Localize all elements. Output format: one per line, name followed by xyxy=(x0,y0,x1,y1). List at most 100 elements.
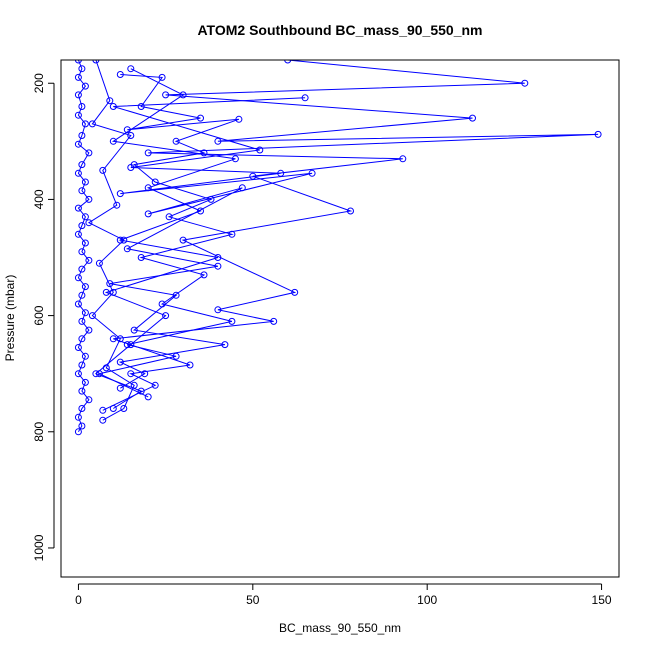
data-point xyxy=(144,210,152,218)
series-line-4 xyxy=(97,74,240,398)
series-line-3 xyxy=(102,60,599,411)
data-point xyxy=(123,341,131,349)
data-point xyxy=(186,361,194,369)
data-point xyxy=(99,416,107,424)
data-point xyxy=(127,370,135,378)
data-point xyxy=(78,161,86,169)
data-point xyxy=(85,219,93,227)
marks-layer xyxy=(74,60,602,436)
data-point xyxy=(85,256,93,264)
data-point xyxy=(172,352,180,360)
data-point xyxy=(270,317,278,325)
data-point xyxy=(74,274,82,282)
data-point xyxy=(116,384,124,392)
x-tick-label: 50 xyxy=(246,593,260,607)
data-point xyxy=(200,271,208,279)
x-tick-label: 100 xyxy=(417,593,437,607)
data-point xyxy=(256,146,264,154)
data-point xyxy=(277,169,285,177)
data-point xyxy=(74,169,82,177)
data-point xyxy=(179,236,187,244)
data-point xyxy=(85,149,93,157)
data-point xyxy=(109,288,117,296)
data-point xyxy=(120,236,128,244)
data-point xyxy=(120,405,128,412)
data-point xyxy=(74,300,82,308)
data-point xyxy=(231,155,239,163)
data-point xyxy=(228,230,236,238)
data-point xyxy=(238,184,246,192)
data-point xyxy=(130,381,138,389)
data-point xyxy=(85,326,93,334)
data-point xyxy=(137,254,145,261)
data-point xyxy=(78,65,86,73)
series-line-1 xyxy=(77,60,90,433)
data-point xyxy=(78,291,86,299)
series-line-6 xyxy=(109,97,313,389)
data-point xyxy=(85,195,93,203)
data-point xyxy=(81,213,89,221)
data-point xyxy=(81,309,89,317)
y-tick-label: 800 xyxy=(32,421,46,441)
data-point xyxy=(78,103,86,110)
data-point xyxy=(74,344,82,351)
x-tick-label: 150 xyxy=(592,593,612,607)
data-point xyxy=(74,204,82,212)
data-point xyxy=(214,306,222,314)
data-point xyxy=(200,149,208,157)
y-tick-label: 200 xyxy=(32,73,46,93)
data-point xyxy=(74,230,82,238)
data-point xyxy=(99,166,107,174)
data-point xyxy=(116,71,124,78)
data-point xyxy=(347,207,354,215)
series-group xyxy=(74,60,602,436)
data-point xyxy=(74,60,82,64)
data-point xyxy=(221,341,229,349)
data-point xyxy=(81,178,89,186)
data-point xyxy=(116,335,124,343)
data-point xyxy=(162,91,170,99)
data-point xyxy=(102,364,110,372)
data-point xyxy=(469,114,476,122)
data-point xyxy=(172,137,180,145)
data-point xyxy=(109,137,117,145)
data-point xyxy=(127,65,135,73)
data-point xyxy=(78,132,86,139)
data-point xyxy=(308,169,316,177)
data-point xyxy=(78,222,86,230)
x-axis-label: BC_mass_90_550_nm xyxy=(279,621,401,635)
series-line-2 xyxy=(94,68,236,409)
data-point xyxy=(127,164,135,171)
data-point xyxy=(81,120,89,128)
data-point xyxy=(165,213,173,221)
data-point xyxy=(78,187,86,195)
plot-frame xyxy=(60,59,620,578)
data-point xyxy=(78,422,86,430)
data-point xyxy=(95,370,103,378)
data-point xyxy=(78,361,86,369)
data-point xyxy=(235,115,243,123)
data-point xyxy=(78,335,86,343)
data-point xyxy=(130,326,138,334)
data-point xyxy=(74,111,82,119)
data-point xyxy=(106,97,114,105)
data-point xyxy=(74,73,82,81)
y-tick-label: 1000 xyxy=(32,534,46,561)
data-point xyxy=(228,317,236,325)
data-point xyxy=(106,280,114,288)
data-point xyxy=(123,126,131,134)
data-point xyxy=(74,91,82,99)
data-point xyxy=(102,288,110,296)
data-point xyxy=(74,140,82,148)
data-point xyxy=(78,387,86,395)
data-point xyxy=(78,317,86,325)
data-point xyxy=(594,130,602,138)
data-point xyxy=(85,396,93,404)
y-tick-label: 400 xyxy=(32,189,46,209)
data-point xyxy=(109,103,117,110)
data-point xyxy=(81,239,89,247)
data-point xyxy=(78,405,86,412)
data-point xyxy=(144,149,152,157)
